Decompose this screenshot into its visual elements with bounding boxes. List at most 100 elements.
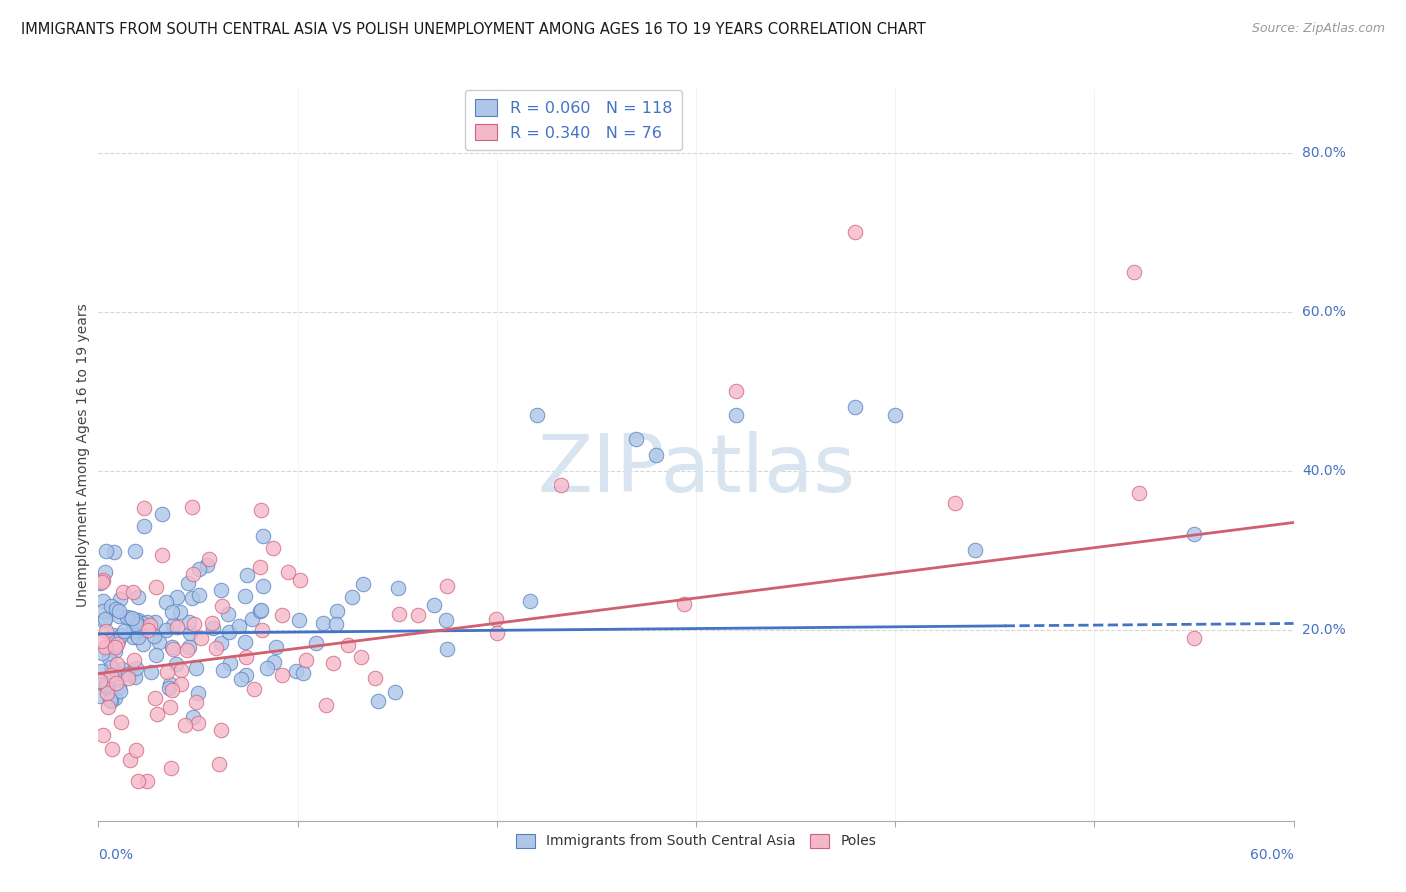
Point (184, 661, 207, 675)
Point (1182, 631, 1205, 645)
Text: Source: ZipAtlas.com: Source: ZipAtlas.com (1251, 22, 1385, 36)
Point (271, 668, 294, 682)
Point (108, 684, 131, 698)
Point (150, 507, 173, 521)
Point (91, 634, 114, 648)
Point (110, 714, 132, 729)
Point (111, 662, 134, 676)
Point (844, 401, 866, 415)
Point (118, 753, 141, 767)
Point (190, 631, 212, 645)
Point (157, 681, 180, 695)
Point (672, 597, 695, 611)
Point (115, 609, 138, 624)
Point (94, 624, 117, 638)
Point (645, 448, 668, 462)
Point (162, 683, 184, 698)
Point (170, 677, 193, 691)
Point (1182, 527, 1205, 541)
Point (159, 761, 181, 775)
Point (186, 695, 208, 709)
Point (136, 773, 159, 788)
Point (97, 651, 120, 665)
Point (124, 544, 146, 558)
Point (187, 686, 209, 700)
Point (423, 598, 446, 612)
Point (252, 579, 274, 593)
Point (134, 622, 156, 636)
Point (249, 602, 271, 616)
Point (91, 575, 114, 590)
Point (100, 694, 122, 708)
Point (143, 690, 166, 705)
Point (195, 558, 218, 572)
Point (117, 666, 139, 681)
Point (110, 628, 132, 642)
Point (188, 588, 211, 602)
Point (352, 576, 374, 591)
Point (107, 681, 129, 695)
Point (94, 640, 117, 654)
Point (181, 567, 204, 582)
Point (105, 666, 128, 681)
Point (89, 576, 111, 591)
Point (285, 664, 308, 678)
Point (91, 594, 114, 608)
Point (174, 717, 197, 731)
Point (97, 681, 120, 695)
Point (326, 604, 349, 618)
Point (94, 612, 117, 626)
Point (124, 615, 146, 629)
Point (143, 615, 166, 629)
Point (179, 615, 201, 629)
Point (132, 518, 155, 533)
Point (108, 604, 131, 618)
Point (337, 638, 360, 652)
Point (104, 690, 127, 705)
Point (104, 602, 127, 616)
Point (294, 653, 316, 667)
Point (217, 607, 239, 622)
Point (112, 624, 135, 638)
Point (170, 664, 193, 678)
Point (122, 652, 145, 666)
Point (103, 628, 125, 642)
Point (240, 612, 263, 626)
Point (176, 642, 198, 657)
Point (145, 580, 167, 594)
Point (124, 670, 146, 684)
Point (305, 636, 328, 650)
Point (105, 657, 128, 671)
Point (287, 613, 309, 627)
Point (124, 661, 146, 675)
Point (233, 590, 256, 604)
Point (97, 700, 120, 714)
Point (263, 655, 285, 669)
Point (183, 616, 205, 631)
Point (134, 501, 156, 516)
Point (91, 728, 114, 742)
Y-axis label: Unemployment Among Ages 16 to 19 years: Unemployment Among Ages 16 to 19 years (76, 303, 90, 607)
Point (121, 630, 143, 644)
Text: 0.0%: 0.0% (98, 848, 134, 863)
Point (315, 698, 337, 713)
Point (211, 663, 233, 677)
Point (90, 664, 112, 678)
Point (963, 543, 986, 558)
Point (204, 641, 226, 656)
Point (159, 699, 181, 714)
Point (105, 676, 128, 690)
Point (155, 595, 177, 609)
Point (121, 611, 143, 625)
Point (256, 661, 278, 675)
Point (249, 560, 271, 574)
Point (384, 685, 406, 699)
Point (145, 707, 167, 722)
Point (96, 676, 118, 690)
Point (312, 616, 335, 631)
Text: 60.0%: 60.0% (1250, 848, 1294, 863)
Point (117, 671, 139, 685)
Point (165, 657, 187, 672)
Point (160, 605, 183, 619)
Point (250, 502, 273, 516)
